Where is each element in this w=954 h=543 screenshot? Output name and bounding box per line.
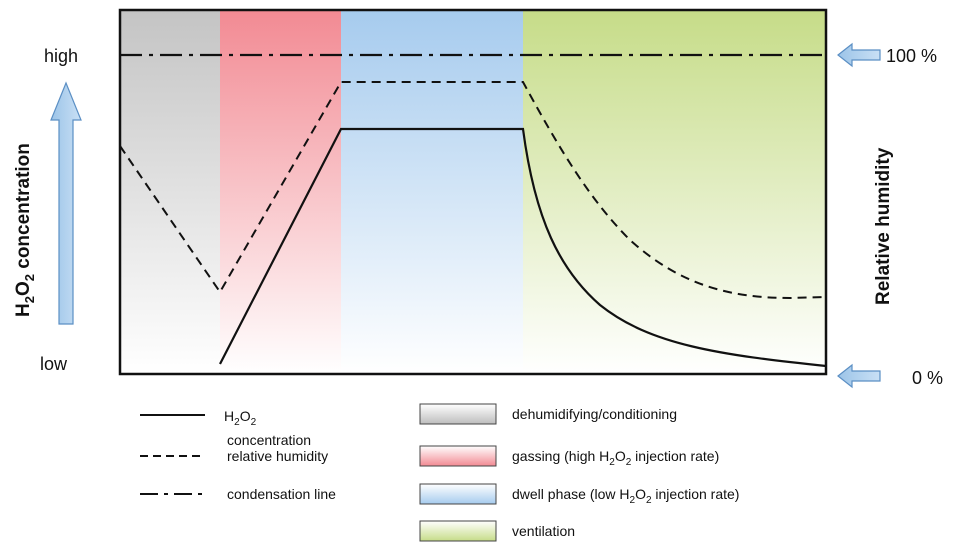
y-right-title: Relative humidity	[873, 147, 894, 305]
legend-condensation-label: condensation line	[227, 486, 336, 502]
phase-dwell-band	[341, 10, 523, 374]
legend-swatch-red	[419, 445, 497, 467]
arrow-left-icon-bottom	[837, 363, 881, 389]
y-left-title: H2O2 concentration	[13, 143, 37, 317]
y-right-top-label: 100 %	[886, 46, 937, 66]
phase-dehumidifying-band	[120, 10, 220, 374]
relative-humidity-curve	[119, 81, 827, 300]
legend-phase-gassing: gassing (high H2O2 injection rate)	[512, 448, 719, 468]
legend-phase-dwell: dwell phase (low H2O2 injection rate)	[512, 486, 739, 506]
legend-humidity-label: relative humidity	[227, 448, 328, 464]
legend-h2o2-label-line2: concentration	[227, 432, 311, 448]
plot-frame	[118, 8, 828, 376]
legend-h2o2-label: H2O2	[224, 408, 257, 428]
legend-swatch-grey	[419, 403, 497, 425]
y-left-low-label: low	[40, 354, 68, 374]
arrow-left-icon-top	[837, 42, 881, 68]
legend-swatch-green	[419, 520, 497, 542]
legend-swatch-blue	[419, 483, 497, 505]
phase-ventilation-band	[523, 10, 826, 374]
phase-gassing-band	[220, 10, 341, 374]
h2o2-concentration-curve	[219, 127, 827, 368]
y-right-bottom-label: 0 %	[912, 368, 943, 388]
legend-phase-dehumidifying: dehumidifying/conditioning	[512, 406, 677, 422]
legend-phase-ventilation: ventilation	[512, 523, 575, 539]
arrow-up-icon	[50, 81, 82, 325]
y-left-high-label: high	[44, 46, 78, 66]
